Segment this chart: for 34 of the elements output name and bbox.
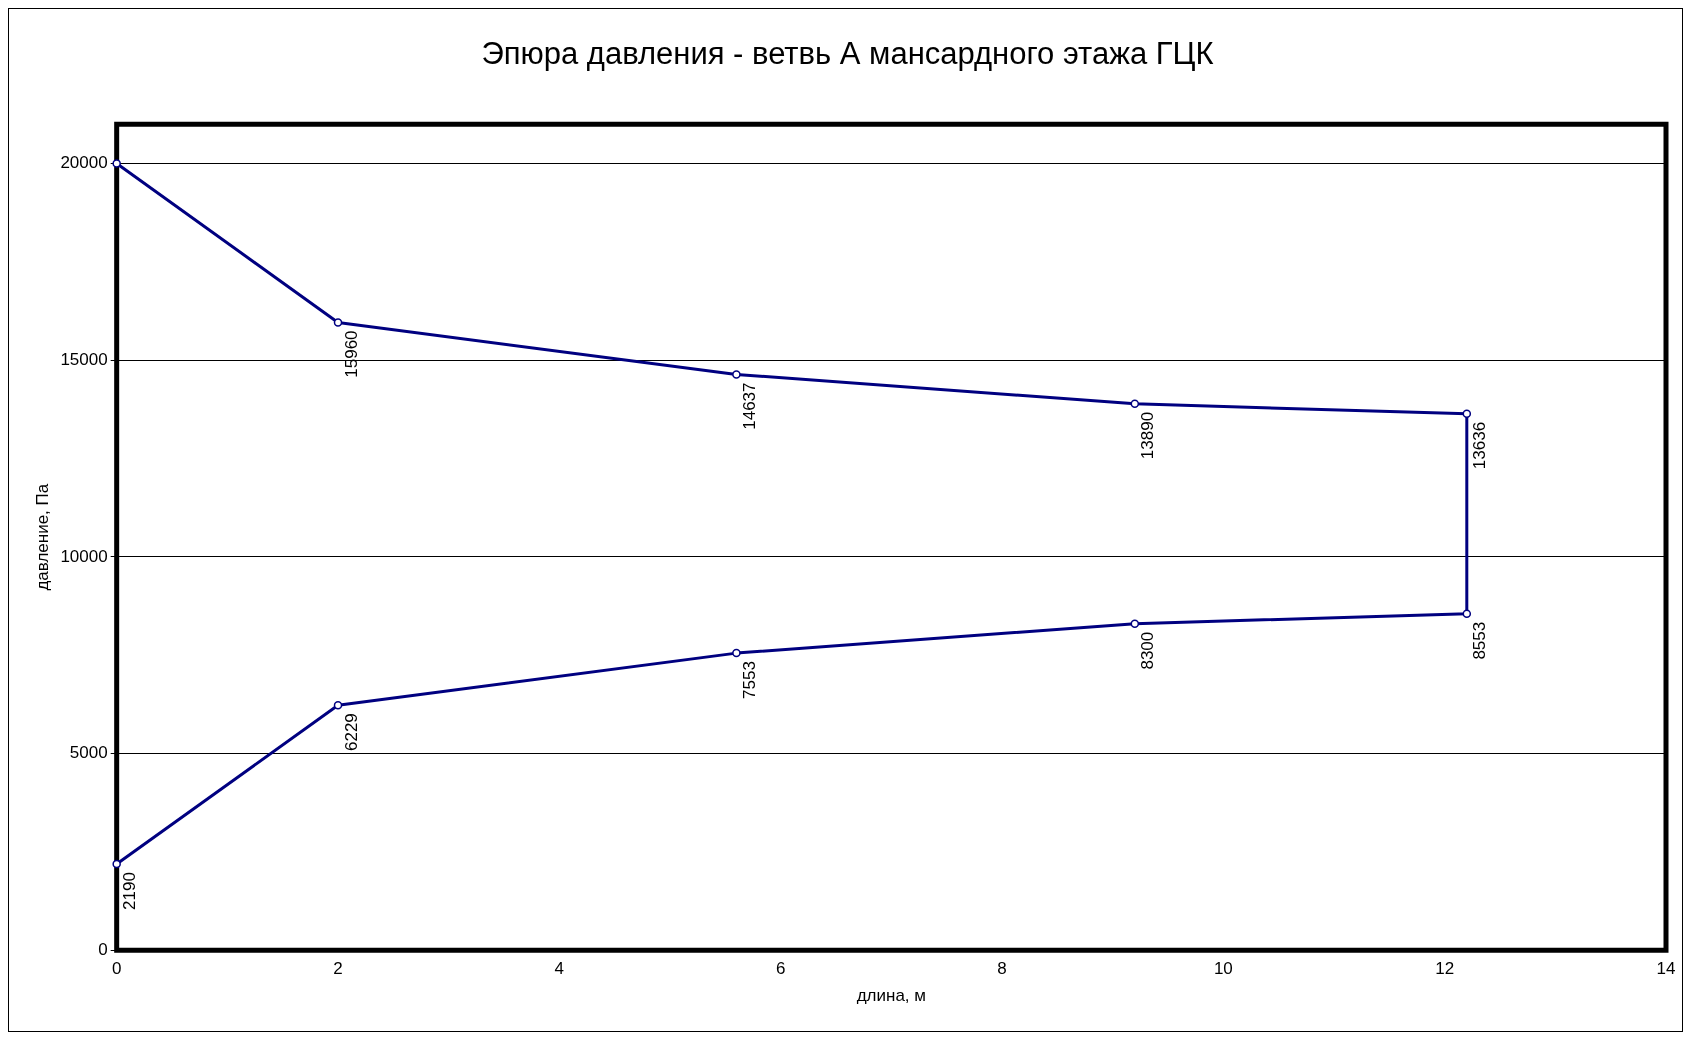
point bbox=[1130, 619, 1140, 628]
data-label: 8553 bbox=[1470, 621, 1490, 660]
y-tick-label: 5000 bbox=[69, 743, 108, 763]
point bbox=[732, 370, 741, 379]
point bbox=[1130, 399, 1140, 409]
y-tick-label: 0 bbox=[98, 939, 108, 959]
x-tick-label: 4 bbox=[554, 959, 565, 979]
x-tick-label: 6 bbox=[775, 959, 786, 979]
data-label: 7553 bbox=[740, 661, 760, 699]
data-label: 13636 bbox=[1470, 421, 1490, 470]
y-axis-title: давление, Па bbox=[32, 483, 52, 591]
data-label: 2190 bbox=[120, 872, 140, 910]
data-label: 6229 bbox=[341, 713, 361, 752]
y-tick-label: 15000 bbox=[60, 349, 108, 369]
chart-title: Эпюра давления - ветвь А мансардного этажа ГЦК bbox=[481, 36, 1214, 72]
x-tick-label: 12 bbox=[1435, 959, 1455, 979]
data-label: 15960 bbox=[341, 330, 361, 378]
point bbox=[1462, 609, 1472, 619]
point bbox=[333, 318, 343, 327]
x-tick-label: 10 bbox=[1213, 959, 1233, 979]
point bbox=[333, 700, 343, 710]
x-tick-label: 0 bbox=[111, 959, 122, 979]
point bbox=[112, 859, 121, 869]
x-tick-label: 14 bbox=[1656, 959, 1676, 979]
x-tick-label: 2 bbox=[333, 959, 343, 979]
y-tick-label: 10000 bbox=[60, 546, 108, 566]
x-tick-label: 8 bbox=[997, 959, 1007, 979]
data-label: 13890 bbox=[1138, 411, 1158, 460]
point bbox=[1462, 409, 1472, 419]
x-axis-title: длина, м bbox=[856, 986, 926, 1006]
data-label: 14637 bbox=[740, 382, 760, 430]
data-label: 8300 bbox=[1138, 631, 1158, 670]
y-tick-label: 20000 bbox=[60, 153, 108, 173]
point bbox=[732, 648, 741, 658]
